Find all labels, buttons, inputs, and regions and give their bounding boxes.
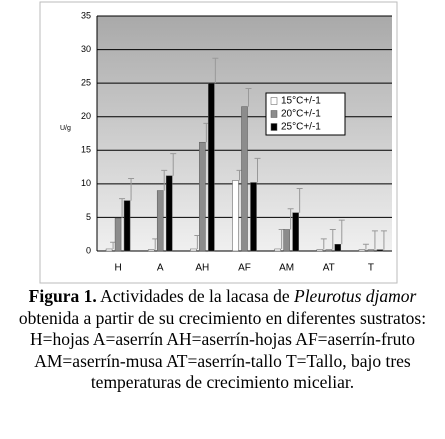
y-tick-label: 20 — [81, 111, 91, 121]
legend-swatch — [270, 97, 278, 105]
bar — [334, 244, 342, 252]
y-tick-label: 30 — [81, 44, 91, 54]
bar — [123, 200, 131, 252]
error-bar — [287, 208, 294, 230]
legend-swatch — [270, 110, 278, 118]
error-bar — [296, 188, 303, 213]
x-tick-label: AT — [323, 263, 335, 274]
x-tick-label: AM — [279, 263, 294, 274]
bar — [367, 249, 375, 252]
y-tick-label: 5 — [86, 212, 91, 222]
caption-species: Pleurotus djamor — [294, 286, 417, 306]
bar — [165, 175, 173, 252]
error-bar — [161, 169, 168, 191]
bar — [274, 248, 281, 252]
y-tick-label: 10 — [81, 178, 91, 188]
caption-label: Figura 1. — [28, 286, 97, 306]
y-tick-label: 0 — [86, 245, 91, 255]
bar — [325, 249, 333, 252]
legend-label: 25°C+/-1 — [281, 122, 321, 133]
x-tick-label: AH — [195, 263, 209, 274]
y-tick-label: 25 — [81, 78, 91, 88]
error-bar — [362, 243, 369, 250]
error-bar — [254, 157, 261, 183]
bar — [241, 106, 248, 252]
caption-text: obtenida a partir de su crecimiento en d… — [18, 307, 427, 393]
error-bar — [212, 57, 219, 84]
bar — [316, 249, 324, 252]
x-tick-label: H — [114, 263, 121, 274]
y-tick-label: 35 — [81, 10, 91, 20]
caption-text: Actividades de la lacasa de — [96, 286, 294, 306]
bar — [292, 212, 299, 252]
bar — [114, 217, 122, 252]
error-bar — [338, 219, 345, 245]
legend-label: 15°C+/-1 — [281, 96, 321, 107]
bar — [358, 249, 366, 252]
legend-box — [265, 92, 346, 136]
bar — [208, 82, 215, 252]
error-bar — [380, 230, 387, 250]
y-tick-label: 15 — [81, 145, 91, 155]
error-bar — [329, 229, 336, 250]
bar — [376, 249, 384, 252]
x-tick-label: T — [368, 263, 374, 274]
bar — [199, 141, 206, 252]
bar — [156, 190, 164, 252]
bar — [105, 248, 113, 252]
legend-label: 20°C+/-1 — [281, 109, 321, 120]
error-bar — [245, 88, 252, 107]
error-bar — [320, 238, 327, 250]
error-bar — [119, 198, 126, 219]
bar — [147, 249, 155, 252]
y-axis-label: U/g — [60, 125, 71, 132]
chart: U/g 0 5 10 15 20 25 30 35 H A AH AF AM AT T 15°C+/-1 20°… — [39, 1, 398, 284]
bar — [283, 229, 290, 252]
x-tick-label: AF — [238, 263, 251, 274]
caption: Figura 1. Actividades de la lacasa de Pl… — [4, 286, 441, 394]
error-bar — [128, 177, 135, 201]
bar — [250, 182, 257, 252]
x-tick-label: A — [157, 263, 164, 274]
bar — [190, 248, 197, 252]
error-bar — [371, 230, 378, 250]
legend-swatch — [270, 123, 278, 131]
bar — [232, 180, 239, 252]
error-bar — [170, 153, 177, 176]
